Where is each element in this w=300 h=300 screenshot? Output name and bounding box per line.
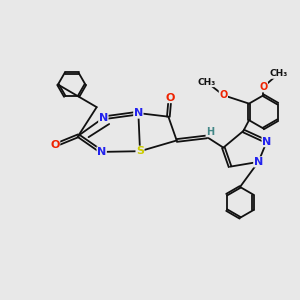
- Text: N: N: [97, 147, 106, 157]
- Text: O: O: [219, 90, 227, 100]
- Text: H: H: [206, 127, 214, 137]
- Text: S: S: [136, 146, 144, 156]
- Text: O: O: [259, 82, 268, 92]
- Text: CH₃: CH₃: [198, 78, 216, 87]
- Text: N: N: [134, 108, 143, 118]
- Text: N: N: [254, 157, 263, 167]
- Text: N: N: [99, 113, 108, 123]
- Text: O: O: [50, 140, 60, 150]
- Text: O: O: [165, 93, 175, 103]
- Text: CH₃: CH₃: [269, 69, 287, 78]
- Text: N: N: [262, 137, 271, 147]
